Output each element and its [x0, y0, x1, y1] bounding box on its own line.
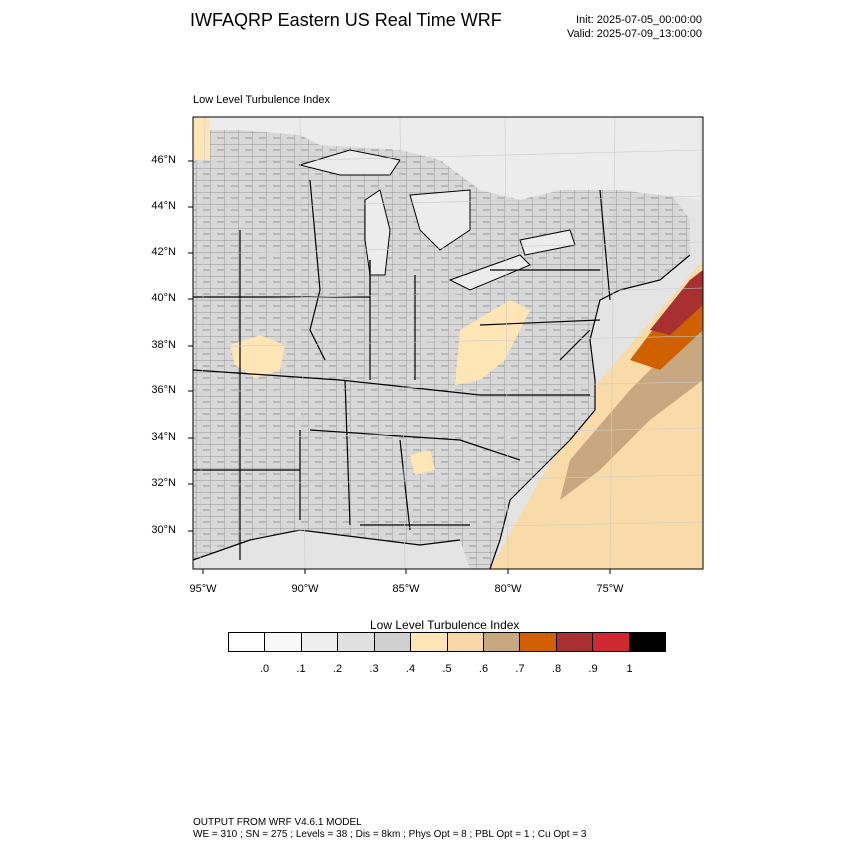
graticule: [193, 117, 703, 569]
init-time: Init: 2025-07-05_00:00:00: [576, 14, 702, 26]
atlantic-coastline: [489, 254, 691, 569]
colorbar-label: .4: [405, 663, 416, 675]
colorbar-swatch: [556, 633, 594, 651]
valid-time: Valid: 2025-07-09_13:00:00: [567, 28, 702, 40]
colorbar-label: .8: [551, 663, 562, 675]
colorbar-swatch: [483, 633, 521, 651]
colorbar-swatch: [411, 633, 448, 651]
lat-label-32: 32°N: [151, 477, 176, 489]
lat-label-34: 34°N: [151, 431, 176, 443]
colorbar-label: .7: [515, 663, 525, 675]
lon-label-75: 75°W: [596, 583, 624, 595]
colorbar-swatch: [229, 633, 266, 651]
lat-label-40: 40°N: [151, 292, 176, 304]
colorbar-label: .5: [442, 663, 452, 675]
colorbar-swatch: [301, 633, 339, 651]
colorbar-swatch: [374, 633, 412, 651]
chart-title: IWFAQRP Eastern US Real Time WRF: [190, 10, 502, 30]
lon-label-90: 90°W: [291, 583, 319, 595]
lat-label-44: 44°N: [151, 200, 176, 212]
lake-huron: [409, 189, 471, 251]
gulf-coastline: [193, 529, 461, 561]
colorbar-swatch: [447, 633, 484, 651]
lon-label-85: 85°W: [392, 583, 420, 595]
colorbar-title: Low Level Turbulence Index: [370, 618, 520, 632]
lat-label-46: 46°N: [151, 154, 176, 166]
colorbar-label: .6: [478, 663, 489, 675]
canada-area: [193, 117, 700, 200]
colorbar-label: .2: [332, 663, 343, 675]
ocean-turbulence-red: [650, 270, 703, 335]
lake-erie: [448, 254, 531, 291]
colorbar-swatch: [265, 633, 302, 651]
colorbar-swatch: [629, 633, 666, 651]
lat-label-38: 38°N: [151, 339, 176, 351]
colorbar-label: .1: [296, 663, 306, 675]
lake-michigan: [364, 189, 391, 276]
land-turbulence-appalachian: [455, 300, 530, 385]
lon-label-80: 80°W: [494, 583, 522, 595]
model-info-line2: WE = 310 ; SN = 275 ; Levels = 38 ; Dis …: [193, 829, 587, 840]
gulf-of-mexico: [193, 530, 470, 569]
colorbar-label: .3: [369, 663, 379, 675]
lake-superior: [298, 149, 401, 176]
axis-ticks: [188, 160, 611, 574]
colorbar-swatch: [338, 633, 375, 651]
map-frame: [192, 116, 704, 570]
land-turbulence-georgia: [410, 450, 435, 475]
colorbar-label: .0: [259, 663, 270, 675]
lat-label-30: 30°N: [151, 524, 176, 536]
county-lines: [193, 117, 690, 569]
land-turbulence-northwest: [193, 117, 210, 160]
colorbar-swatch: [520, 633, 557, 651]
colorbar-label: 1: [626, 663, 633, 675]
map-field-label: Low Level Turbulence Index: [193, 94, 330, 106]
colorbar-swatch: [593, 633, 630, 651]
ocean-turbulence-tan: [560, 320, 703, 500]
lat-label-42: 42°N: [151, 246, 176, 258]
lat-label-36: 36°N: [151, 384, 176, 396]
colorbar-label: .9: [588, 663, 598, 675]
colorbar: [228, 632, 666, 652]
model-info-line1: OUTPUT FROM WRF V4.6.1 MODEL: [193, 817, 362, 828]
lon-label-95: 95°W: [189, 583, 217, 595]
